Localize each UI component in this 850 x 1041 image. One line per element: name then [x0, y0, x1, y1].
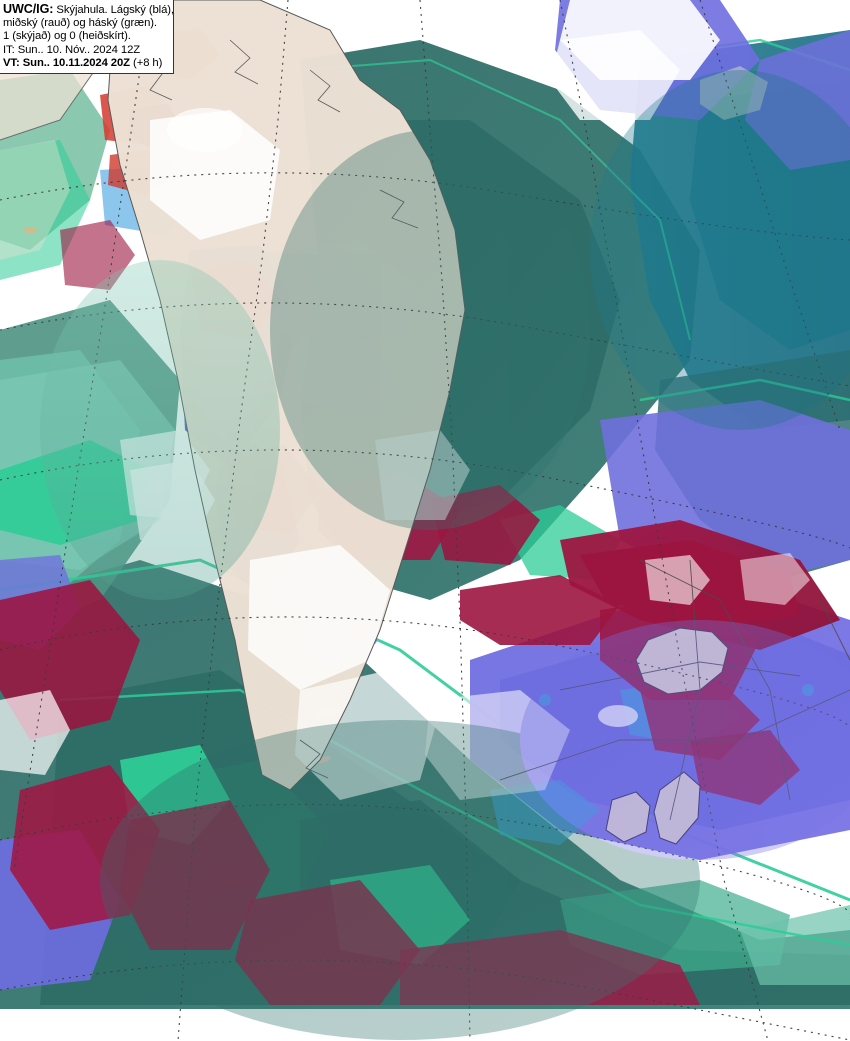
- description-line-3: 1 (skýjað) og 0 (heiðskírt).: [3, 30, 131, 43]
- init-time-value: Sun.. 10. Nóv.. 2024 12Z: [17, 43, 141, 56]
- description-line-2-row: miðský (rauð) og háský (græn).: [3, 17, 170, 30]
- description-line-2: miðský (rauð) og háský (græn).: [3, 17, 157, 30]
- valid-time-value: Sun.. 10.11.2024 20Z: [22, 56, 130, 69]
- info-line-model: UWC/IG: Skýjahula. Lágský (blá),: [3, 2, 174, 17]
- init-time-label: IT:: [3, 43, 15, 56]
- lead-time-value: (+8 h): [133, 56, 163, 69]
- model-label: UWC/IG:: [3, 2, 54, 16]
- description-line-1: Skýjahula. Lágský (blá),: [56, 4, 174, 16]
- description-line-3-row: 1 (skýjað) og 0 (heiðskírt).: [3, 30, 170, 43]
- forecast-info-panel: UWC/IG: Skýjahula. Lágský (blá), miðský …: [0, 0, 174, 75]
- init-time-row: IT: Sun.. 10. Nóv.. 2024 12Z: [3, 44, 170, 57]
- cloud-texture-overlay: [40, 70, 850, 1040]
- valid-time-label: VT:: [3, 56, 20, 69]
- valid-time-row: VT: Sun.. 10.11.2024 20Z (+8 h): [3, 57, 170, 70]
